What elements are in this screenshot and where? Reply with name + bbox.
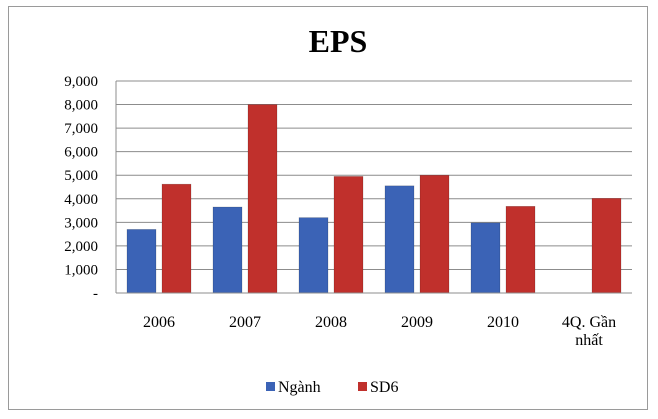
legend-label: Ngành: [278, 379, 321, 396]
y-tick-label: 7,000: [64, 121, 98, 137]
legend: Ngành SD6: [266, 379, 398, 396]
x-tick-label: 2007: [229, 314, 261, 331]
x-tick-label: nhất: [575, 332, 603, 349]
y-tick-label: 6,000: [64, 145, 98, 161]
legend-label: SD6: [370, 379, 398, 396]
x-tick-label: 2010: [487, 314, 519, 331]
bar-nganh: [384, 185, 415, 294]
grid-lines: [116, 80, 632, 270]
x-tick-label: 2008: [315, 314, 347, 331]
bar-sd6: [591, 198, 622, 294]
bar-nganh: [470, 222, 501, 294]
y-tick-label: 3,000: [64, 215, 98, 231]
chart-frame: [8, 6, 648, 410]
y-tick-label: 2,000: [64, 239, 98, 255]
y-tick-label: 4,000: [64, 192, 98, 208]
bar-sd6: [161, 183, 192, 294]
bar-sd6: [333, 176, 364, 294]
bar-nganh: [212, 206, 243, 294]
y-tick-label: 9,000: [64, 74, 98, 90]
bar-nganh: [126, 229, 157, 294]
y-tick-label: 8,000: [64, 98, 98, 114]
x-tick-label: 2006: [143, 314, 175, 331]
legend-swatch: [358, 382, 367, 391]
chart-title: EPS: [309, 23, 368, 59]
y-tick-label: 5,000: [64, 168, 98, 184]
x-tick-label: 4Q. Gần: [562, 314, 616, 331]
bar-nganh: [298, 217, 329, 294]
bar-sd6: [505, 206, 536, 294]
bar-sd6: [247, 104, 278, 294]
y-tick-label: -: [93, 286, 98, 302]
y-axis: - 1,000 2,000 3,000 4,000 5,000 6,000 7,000 8,00…: [64, 74, 117, 302]
y-tick-label: 1,000: [64, 262, 98, 278]
x-tick-label: 2009: [401, 314, 433, 331]
legend-swatch: [266, 382, 275, 391]
bar-sd6: [419, 174, 450, 294]
